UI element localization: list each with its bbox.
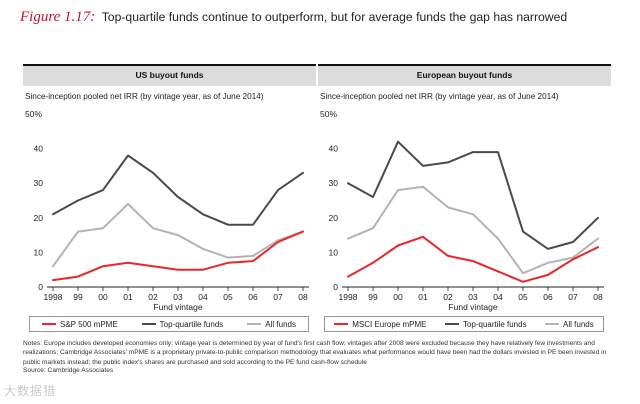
legend-label: Top-quartile funds (462, 319, 527, 329)
chart-notes: Notes: Europe includes developed economi… (23, 340, 607, 366)
x-tick-label: 99 (73, 292, 83, 302)
x-tick-label: 00 (98, 292, 108, 302)
legend-swatch (334, 322, 349, 326)
x-tick-label: 01 (123, 292, 133, 302)
legend-label: S&P 500 mPME (60, 319, 118, 329)
legend-label: MSCI Europe mPME (352, 319, 427, 329)
panel-header: US buyout funds (23, 64, 316, 86)
x-tick-label: 03 (173, 292, 183, 302)
legend-label: All funds (265, 319, 296, 329)
x-tick-label: 99 (368, 292, 378, 302)
us-buyout-panel: US buyout funds Since-inception pooled n… (23, 64, 316, 335)
legend-swatch (42, 322, 56, 326)
legend: S&P 500 mPME Top-quartile funds All fund… (29, 316, 309, 332)
x-tick-label: 03 (468, 292, 478, 302)
x-tick-label: 06 (543, 292, 553, 302)
mpme-line (347, 235, 599, 283)
legend: MSCI Europe mPME Top-quartile funds All … (324, 316, 604, 332)
legend-item-all-funds: All funds (545, 320, 594, 329)
y-tick-label: 10 (34, 247, 44, 257)
y-tick-label: 30 (34, 178, 44, 188)
x-tick-label: 08 (593, 292, 603, 302)
legend-item-top-quartile: Top-quartile funds (141, 319, 224, 329)
mpme-line (52, 230, 304, 282)
x-tick-label: 1998 (339, 292, 358, 302)
figure-title: Figure 1.17: Top-quartile funds continue… (20, 8, 630, 30)
all-funds-line (347, 185, 599, 275)
legend-item-top-quartile: Top-quartile funds (444, 319, 527, 329)
chart-title: European buyout funds (416, 70, 513, 80)
top-quartile-line (347, 140, 599, 250)
x-axis-label: Fund vintage (448, 302, 497, 312)
legend-item-mpme: S&P 500 mPME (42, 320, 118, 329)
x-tick-label: 00 (393, 292, 403, 302)
y-tick-label: 30 (329, 178, 339, 188)
legend-label: Top-quartile funds (159, 319, 224, 329)
x-axis-label: Fund vintage (153, 302, 202, 312)
panel-header: European buyout funds (318, 64, 611, 86)
x-tick-label: 06 (248, 292, 258, 302)
legend-swatch (141, 322, 156, 326)
x-tick-label: 05 (223, 292, 233, 302)
y-tick-label: 10 (329, 247, 339, 257)
figure-title-text: Top-quartile funds continue to outperfor… (101, 10, 568, 24)
chart-source: Source: Cambridge Associates (23, 367, 114, 374)
x-tick-label: 05 (518, 292, 528, 302)
x-tick-label: 08 (298, 292, 308, 302)
y-tick-label: 20 (34, 213, 44, 223)
chart-subtitle: Since-inception pooled net IRR (by vinta… (320, 92, 559, 101)
y-tick-label: 40 (34, 144, 44, 154)
y-tick-label: 50% (320, 109, 337, 119)
panel-header-rule (318, 64, 611, 66)
x-tick-label: 07 (568, 292, 578, 302)
x-tick-label: 04 (198, 292, 208, 302)
top-quartile-line (52, 154, 304, 226)
chart-subtitle: Since-inception pooled net IRR (by vinta… (25, 92, 264, 101)
legend-swatch (545, 322, 560, 326)
y-tick-label: 50% (25, 109, 42, 119)
y-tick-label: 0 (38, 282, 43, 292)
y-tick-label: 0 (333, 282, 338, 292)
legend-label: All funds (563, 319, 594, 329)
legend-item-mpme: MSCI Europe mPME (334, 320, 426, 329)
x-tick-label: 04 (493, 292, 503, 302)
x-tick-label: 1998 (44, 292, 63, 302)
all-funds-line (52, 203, 304, 268)
x-tick-label: 02 (148, 292, 158, 302)
y-tick-label: 40 (329, 144, 339, 154)
legend-item-all-funds: All funds (247, 320, 296, 329)
european-buyout-panel: European buyout funds Since-inception po… (318, 64, 611, 335)
legend-swatch (247, 322, 262, 326)
x-tick-label: 07 (273, 292, 283, 302)
x-tick-label: 01 (418, 292, 428, 302)
figure-label: Figure 1.17: (20, 9, 96, 25)
x-tick-label: 02 (443, 292, 453, 302)
legend-swatch (444, 322, 459, 326)
european-buyout-chart: 50% 0 10 20 30 40 1998 99 00 01 02 03 04 05 06 07 08 Fund… (320, 109, 604, 312)
watermark: 大数据猎 (4, 384, 57, 398)
y-tick-label: 20 (329, 213, 339, 223)
chart-title: US buyout funds (135, 70, 204, 80)
us-buyout-chart: 50% 0 10 20 30 40 1998 99 00 01 02 03 04 05 06 07 08 Fund… (25, 109, 309, 312)
panel-header-rule (23, 64, 316, 66)
